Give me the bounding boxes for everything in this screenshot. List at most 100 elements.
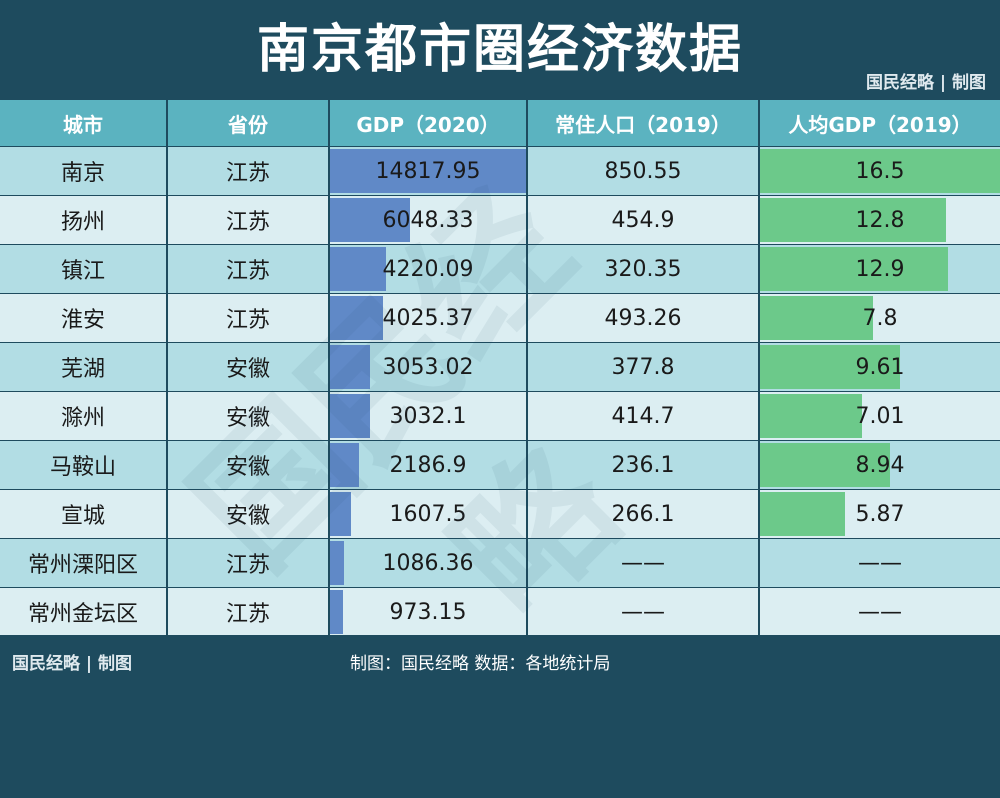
col-header-per-capita-gdp: 人均GDP（2019） — [760, 100, 1000, 146]
gdp-value: 6048.33 — [382, 207, 474, 233]
province-cell: 安徽 — [168, 343, 328, 391]
per-capita-gdp-cell: 12.8 — [760, 196, 1000, 244]
table-row: 常州溧阳区 江苏 1086.36 —— —— — [0, 539, 1000, 587]
gdp-cell: 1607.5 — [330, 490, 526, 538]
province-cell: 江苏 — [168, 147, 328, 195]
per-capita-gdp-cell: —— — [760, 588, 1000, 636]
table-row: 常州金坛区 江苏 973.15 —— —— — [0, 588, 1000, 636]
city-cell: 常州金坛区 — [0, 588, 166, 636]
population-cell: —— — [528, 539, 758, 587]
gdp-bar — [330, 394, 370, 438]
table-row: 镇江 江苏 4220.09 320.35 12.9 — [0, 245, 1000, 293]
gdp-cell: 1086.36 — [330, 539, 526, 587]
population-cell: 414.7 — [528, 392, 758, 440]
page-title: 南京都市圈经济数据 — [256, 20, 743, 80]
per-capita-gdp-cell: 16.5 — [760, 147, 1000, 195]
per-capita-gdp-value: 5.87 — [855, 501, 905, 527]
gdp-bar — [330, 296, 383, 340]
per-capita-gdp-value: 12.9 — [855, 256, 905, 282]
population-cell: 454.9 — [528, 196, 758, 244]
population-cell: 320.35 — [528, 245, 758, 293]
per-capita-gdp-bar — [760, 296, 873, 340]
gdp-bar — [330, 492, 351, 536]
per-capita-gdp-value: 9.61 — [855, 354, 905, 380]
province-cell: 江苏 — [168, 294, 328, 342]
gdp-value: 3032.1 — [389, 403, 467, 429]
gdp-cell: 14817.95 — [330, 147, 526, 195]
gdp-bar — [330, 541, 344, 585]
city-cell: 滁州 — [0, 392, 166, 440]
col-header-province: 省份 — [168, 100, 328, 146]
per-capita-gdp-bar — [760, 394, 862, 438]
table-row: 滁州 安徽 3032.1 414.7 7.01 — [0, 392, 1000, 440]
gdp-value: 1086.36 — [382, 550, 474, 576]
gdp-cell: 3032.1 — [330, 392, 526, 440]
population-cell: 266.1 — [528, 490, 758, 538]
per-capita-gdp-bar — [760, 149, 1000, 193]
col-header-population: 常住人口（2019） — [528, 100, 758, 146]
per-capita-gdp-cell: 9.61 — [760, 343, 1000, 391]
city-cell: 芜湖 — [0, 343, 166, 391]
gdp-cell: 2186.9 — [330, 441, 526, 489]
per-capita-gdp-value: —— — [858, 550, 902, 576]
province-cell: 江苏 — [168, 588, 328, 636]
per-capita-gdp-bar — [760, 492, 845, 536]
gdp-cell: 973.15 — [330, 588, 526, 636]
per-capita-gdp-cell: 7.8 — [760, 294, 1000, 342]
population-cell: 850.55 — [528, 147, 758, 195]
city-cell: 镇江 — [0, 245, 166, 293]
table-row: 淮安 江苏 4025.37 493.26 7.8 — [0, 294, 1000, 342]
per-capita-gdp-bar — [760, 198, 946, 242]
province-cell: 江苏 — [168, 245, 328, 293]
col-header-city: 城市 — [0, 100, 166, 146]
source-note: 制图：国民经略 数据：各地统计局 — [350, 654, 611, 674]
per-capita-gdp-value: —— — [858, 599, 902, 625]
gdp-cell: 4220.09 — [330, 245, 526, 293]
per-capita-gdp-cell: —— — [760, 539, 1000, 587]
table-row: 扬州 江苏 6048.33 454.9 12.8 — [0, 196, 1000, 244]
province-cell: 安徽 — [168, 441, 328, 489]
province-cell: 江苏 — [168, 539, 328, 587]
province-cell: 安徽 — [168, 490, 328, 538]
per-capita-gdp-bar — [760, 345, 900, 389]
per-capita-gdp-bar — [760, 443, 890, 487]
gdp-value: 2186.9 — [389, 452, 467, 478]
city-cell: 扬州 — [0, 196, 166, 244]
city-cell: 宣城 — [0, 490, 166, 538]
city-cell: 马鞍山 — [0, 441, 166, 489]
col-header-gdp: GDP（2020） — [330, 100, 526, 146]
gdp-cell: 6048.33 — [330, 196, 526, 244]
population-cell: —— — [528, 588, 758, 636]
per-capita-gdp-cell: 12.9 — [760, 245, 1000, 293]
table-row: 宣城 安徽 1607.5 266.1 5.87 — [0, 490, 1000, 538]
credit-tag: 国民经略 | 制图 — [865, 73, 986, 93]
gdp-value: 3053.02 — [382, 354, 474, 380]
per-capita-gdp-value: 7.8 — [862, 305, 898, 331]
gdp-bar — [330, 149, 526, 193]
per-capita-gdp-value: 16.5 — [855, 158, 905, 184]
gdp-bar — [330, 345, 370, 389]
per-capita-gdp-value: 12.8 — [855, 207, 905, 233]
gdp-value: 1607.5 — [389, 501, 467, 527]
footer-credit-tag: 国民经略 | 制图 — [12, 654, 133, 674]
gdp-cell: 4025.37 — [330, 294, 526, 342]
province-cell: 安徽 — [168, 392, 328, 440]
population-cell: 377.8 — [528, 343, 758, 391]
gdp-value: 14817.95 — [375, 158, 481, 184]
gdp-bar — [330, 590, 343, 634]
per-capita-gdp-value: 7.01 — [855, 403, 905, 429]
gdp-cell: 3053.02 — [330, 343, 526, 391]
gdp-bar — [330, 247, 386, 291]
gdp-value: 973.15 — [389, 599, 467, 625]
city-cell: 淮安 — [0, 294, 166, 342]
per-capita-gdp-value: 8.94 — [855, 452, 905, 478]
per-capita-gdp-cell: 8.94 — [760, 441, 1000, 489]
per-capita-gdp-cell: 5.87 — [760, 490, 1000, 538]
gdp-value: 4220.09 — [382, 256, 474, 282]
gdp-bar — [330, 443, 359, 487]
per-capita-gdp-cell: 7.01 — [760, 392, 1000, 440]
table-row: 马鞍山 安徽 2186.9 236.1 8.94 — [0, 441, 1000, 489]
province-cell: 江苏 — [168, 196, 328, 244]
population-cell: 236.1 — [528, 441, 758, 489]
gdp-value: 4025.37 — [382, 305, 474, 331]
